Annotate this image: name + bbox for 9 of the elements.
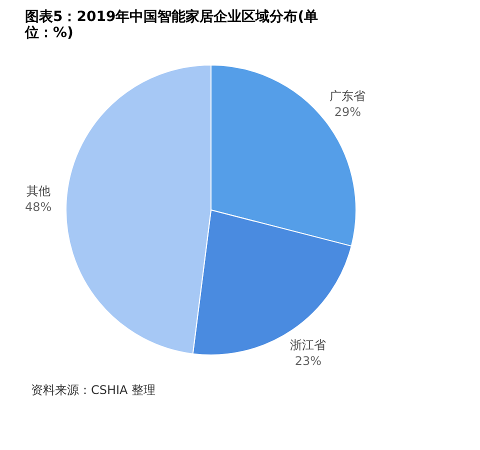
text: 图表5：2019年中国智能家居企业区域分布(单 [25,9,318,25]
data-label: 23% [294,354,322,368]
text: 资料来源：CSHIA 整理 [31,383,156,397]
data-label: 48% [25,200,52,214]
text: 位：%) [25,25,74,41]
slice-label: 浙江省 [290,338,326,352]
slice-label: 其他 [26,184,50,198]
slice-label: 广东省 [330,88,366,103]
data-label: 29% [334,104,362,119]
